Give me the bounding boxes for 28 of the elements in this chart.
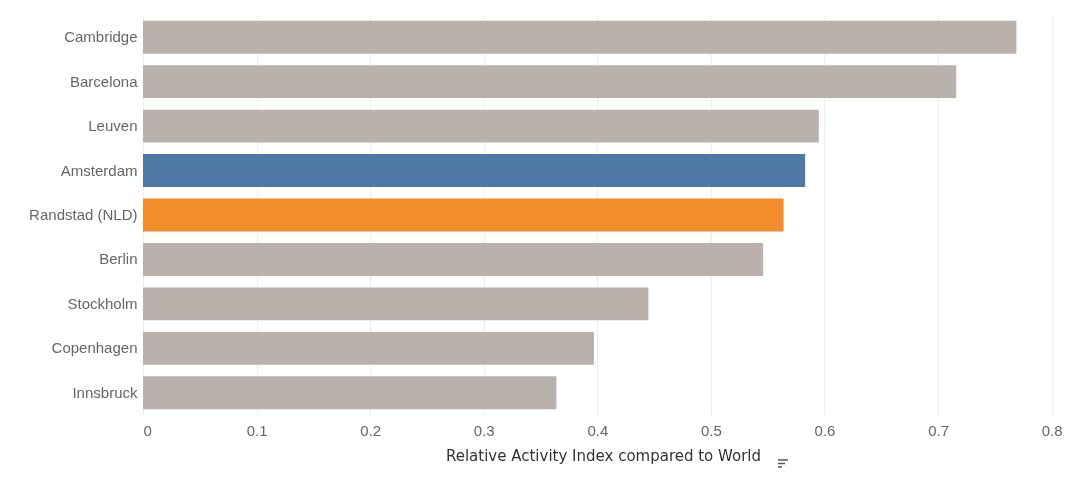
x-tick-label: 0.6 [814,421,836,439]
x-tick-label: 0.1 [246,421,268,439]
y-tick-label: Innsbruck [72,383,138,401]
y-tick-label: Cambridge [64,28,138,46]
x-tick-label: 0.3 [473,421,495,439]
y-tick-label: Amsterdam [60,161,138,179]
bar [143,109,819,143]
y-tick-label: Berlin [99,250,138,268]
bar [143,376,557,410]
bar [143,65,957,99]
x-tick-label: 0.7 [928,421,949,439]
y-tick-label: Copenhagen [51,339,138,357]
bar [143,331,594,365]
bar [143,198,784,232]
y-tick-label: Leuven [88,117,138,135]
x-tick-label: 0.5 [700,421,722,439]
bar [143,154,806,187]
bar [143,287,649,321]
x-tick-label: 0 [143,421,152,439]
y-tick-label: Randstad (NLD) [29,206,138,223]
y-tick-label: Stockholm [67,294,138,312]
x-tick-label: 0.8 [1041,421,1063,439]
x-tick-label: 0.2 [360,421,382,439]
x-tick-label: 0.4 [587,421,609,439]
bar [143,20,1017,54]
bar [143,243,764,276]
y-tick-label: Barcelona [69,72,139,90]
x-axis-title: Relative Activity Index compared to World [445,446,762,465]
